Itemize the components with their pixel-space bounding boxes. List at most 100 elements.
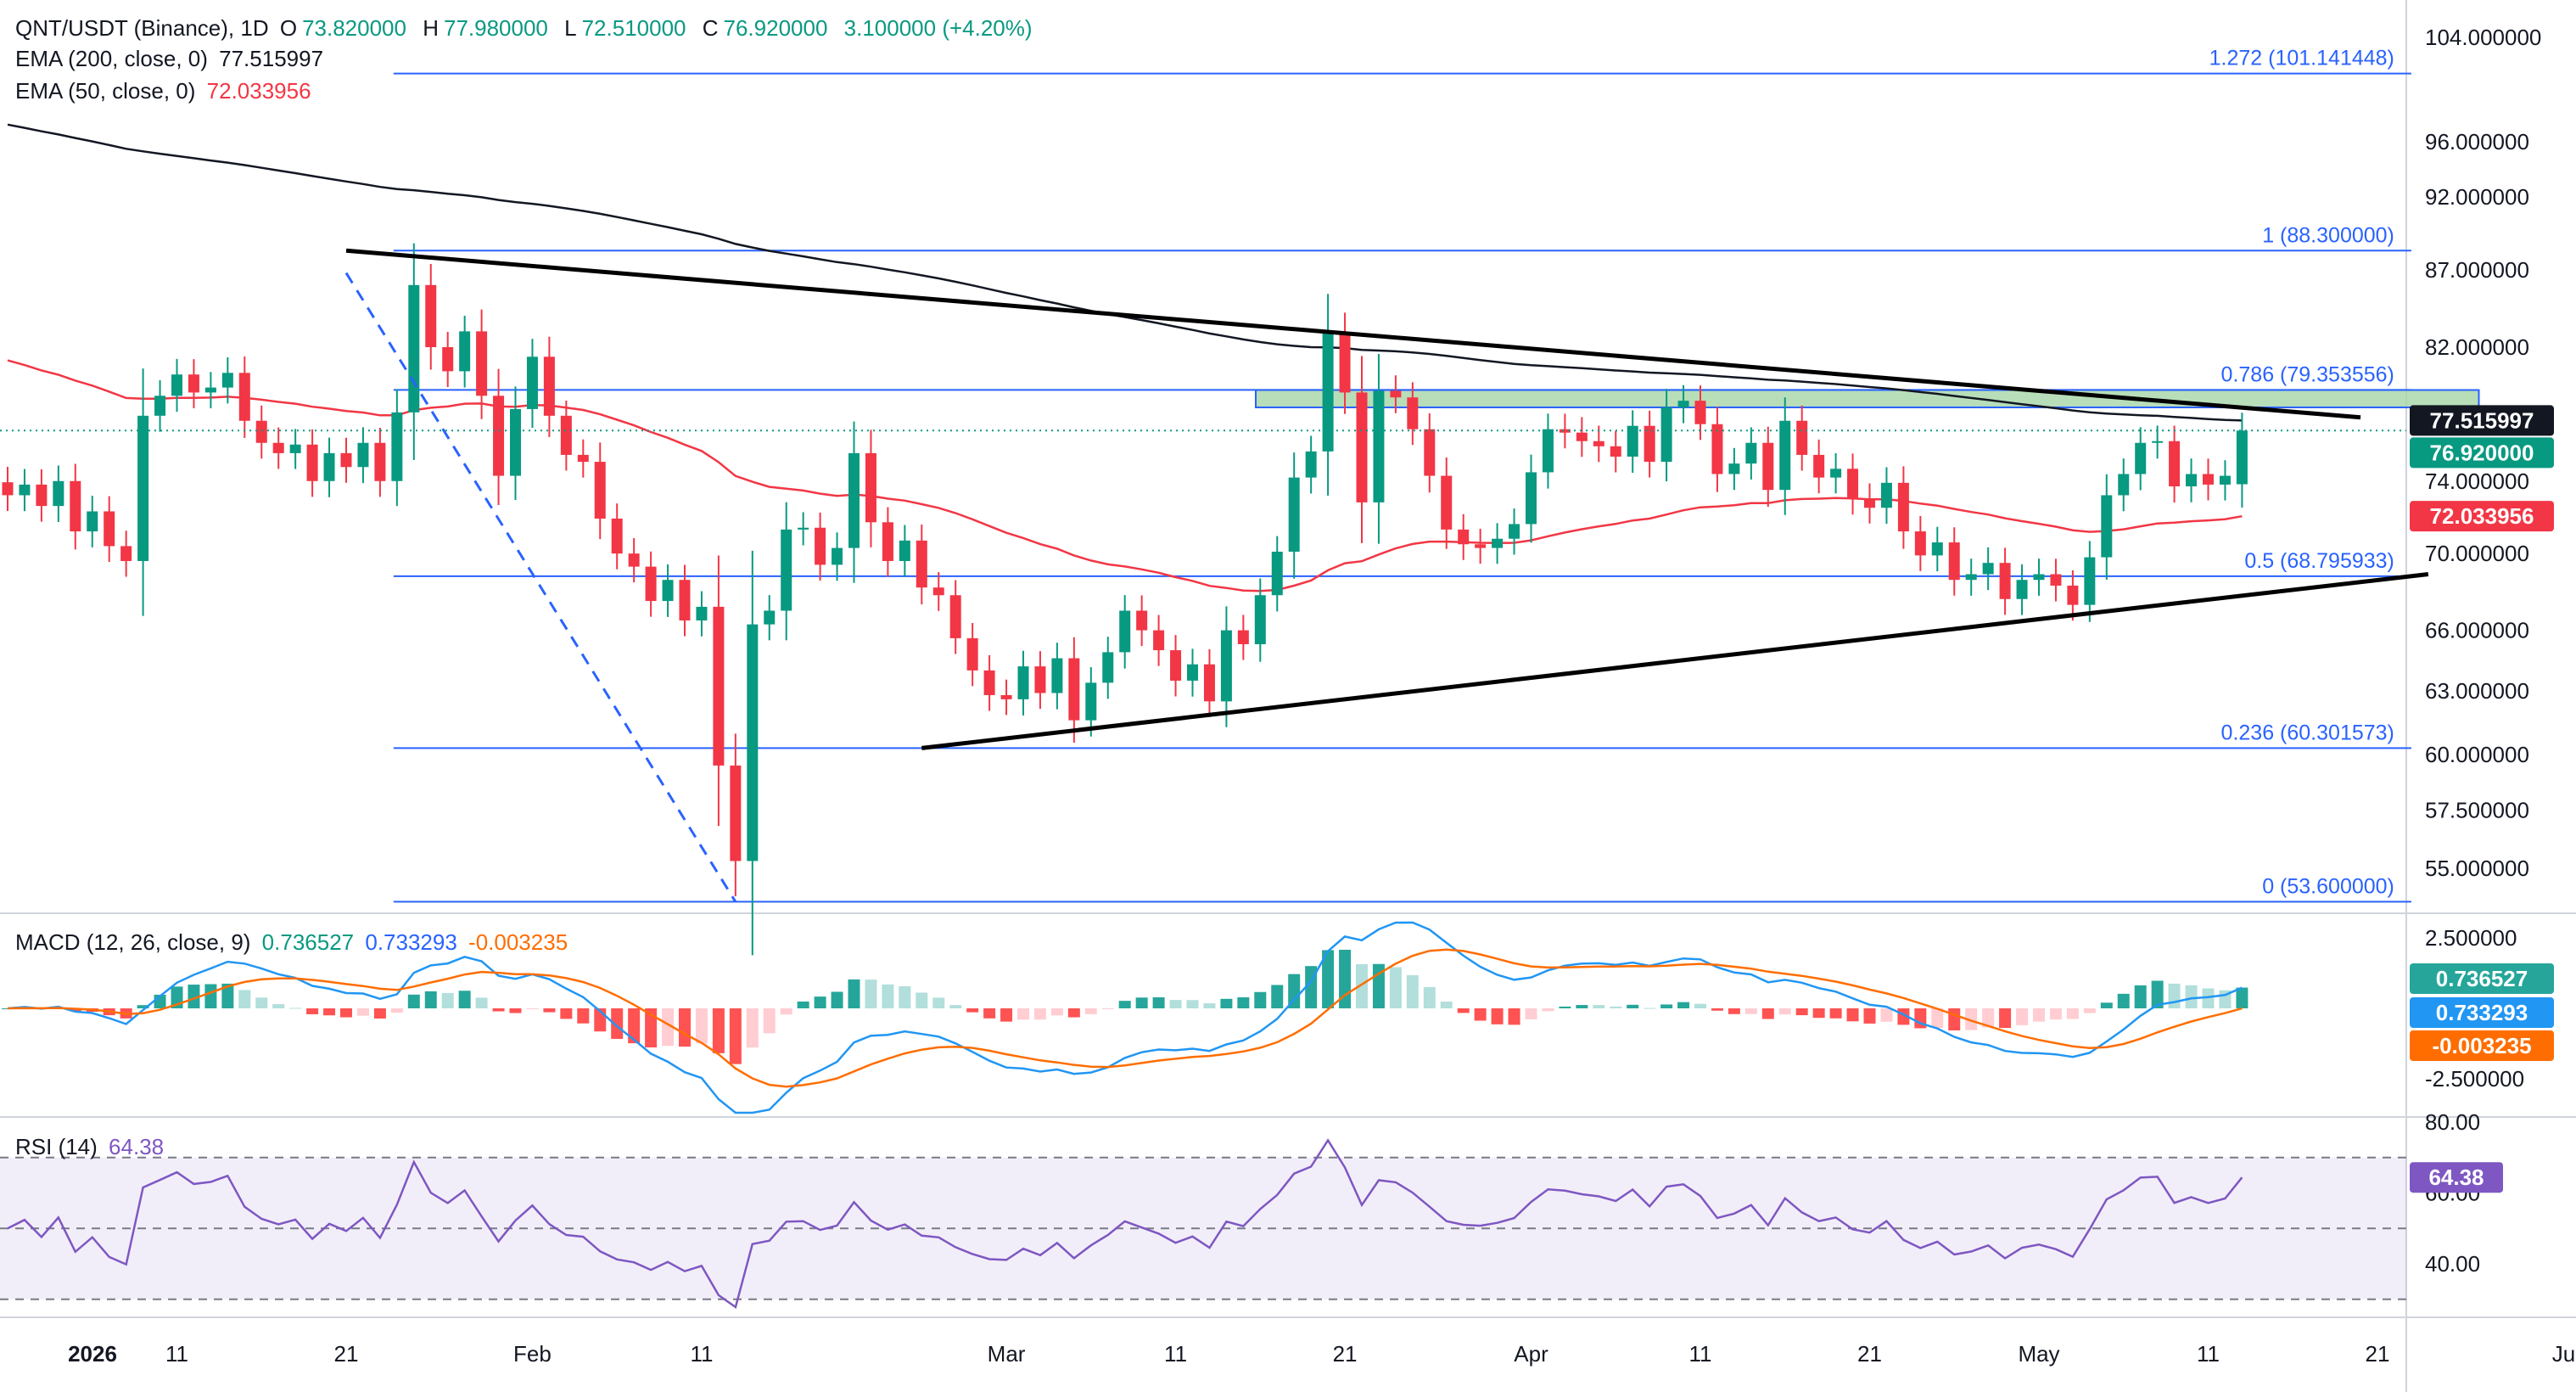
candle-body [2236, 430, 2248, 485]
rsi-legend[interactable]: RSI (14) 64.38 [15, 1134, 169, 1160]
macd-hist-bar [1982, 1008, 1995, 1028]
candle-body [53, 480, 64, 507]
candle-body [1610, 446, 1621, 457]
macd-badge-label: 0.733293 [2436, 1000, 2528, 1025]
candle-body [1897, 482, 1909, 532]
rsi-badge-label: 64.38 [2428, 1165, 2484, 1190]
macd-hist-bar [1457, 1008, 1470, 1013]
macd-hist-bar [1271, 985, 1284, 1008]
macd-badge [2410, 963, 2554, 994]
candle-body [2169, 441, 2181, 487]
rsi-line [7, 1138, 2243, 1310]
macd-hist-value: 0.736527 [261, 929, 355, 955]
candle-body [1931, 542, 1943, 556]
macd-hist-bar [1050, 1008, 1063, 1016]
candle-body [391, 412, 403, 481]
ema200-label: EMA (200, close, 0) [15, 46, 208, 71]
price-tick-label: 63.000000 [2425, 678, 2529, 704]
macd-hist-bar [983, 1008, 996, 1019]
macd-hist-bar [1778, 1008, 1791, 1015]
candle-body [983, 670, 995, 695]
ohlc-high: H 77.980000 [423, 15, 548, 41]
candle-body [1458, 529, 1470, 545]
candle-body [255, 420, 267, 443]
macd-hist-bar [137, 1005, 149, 1008]
macd-hist-bar [662, 1008, 675, 1047]
ema200-line [7, 123, 2243, 422]
macd-hist-bar [1101, 1008, 1114, 1009]
candle-body [1830, 469, 1842, 478]
candle-body [916, 540, 927, 588]
candle-body [1288, 477, 1300, 552]
macd-hist-bar [1711, 1008, 1723, 1011]
candle-body [1813, 454, 1825, 478]
candle-body [104, 511, 115, 547]
macd-hist-bar [1610, 1006, 1622, 1008]
symbol-title: QNT/USDT (Binance), 1D [15, 15, 269, 41]
ema200-legend[interactable]: EMA (200, close, 0) 77.515997 [15, 46, 328, 72]
candle-body [1339, 333, 1351, 393]
macd-hist-bar [1186, 1000, 1199, 1008]
candle-body [1660, 407, 1672, 463]
macd-hist-bar [695, 1008, 708, 1044]
time-tick-label: 11 [690, 1341, 713, 1367]
time-tick-label: 2026 [68, 1341, 117, 1367]
candle-body [1000, 694, 1012, 699]
candle-body [357, 442, 369, 468]
candle-body [1254, 595, 1266, 644]
ema50-legend[interactable]: EMA (50, close, 0) 72.033956 [15, 78, 316, 104]
macd-hist-bar [340, 1008, 352, 1018]
macd-hist-bar [373, 1008, 386, 1019]
candle-body [526, 356, 538, 409]
candle-body [1034, 666, 1046, 693]
macd-histogram [2, 949, 2248, 1064]
price-tick-label: 104.000000 [2425, 25, 2541, 50]
macd-hist-bar [272, 1004, 285, 1008]
candle-body [2186, 474, 2198, 487]
trendline-descending [345, 248, 2361, 420]
candle-body [1745, 442, 1757, 464]
macd-hist-bar [1000, 1008, 1013, 1022]
price-tick-label: 74.000000 [2425, 469, 2529, 494]
macd-hist-bar [1389, 967, 1402, 1008]
macd-hist-bar [577, 1008, 590, 1024]
time-tick-label: 21 [1333, 1341, 1358, 1367]
candle-body [1965, 574, 1977, 581]
macd-hist-bar [356, 1008, 369, 1016]
macd-legend[interactable]: MACD (12, 26, close, 9) 0.736527 0.73329… [15, 929, 573, 956]
macd-hist-bar [407, 994, 420, 1008]
macd-badge-label: 0.736527 [2436, 966, 2528, 991]
macd-hist-bar [458, 991, 471, 1008]
macd-hist-bar [1948, 1008, 1961, 1030]
candle-body [1237, 630, 1249, 644]
macd-hist-bar [1744, 1008, 1757, 1014]
candle-body [137, 415, 149, 561]
candle-body [1593, 441, 1604, 446]
price-badge [2410, 437, 2554, 469]
macd-hist-bar [899, 986, 911, 1008]
macd-hist-bar [1829, 1008, 1842, 1019]
rsi-badge [2410, 1162, 2503, 1193]
candle-body [1119, 610, 1131, 653]
macd-hist-bar [763, 1008, 776, 1034]
macd-hist-bar [2151, 980, 2164, 1008]
macd-hist-bar [1474, 1008, 1487, 1021]
macd-hist-bar [492, 1008, 505, 1012]
macd-hist-bar [780, 1008, 792, 1015]
candle-body [1424, 429, 1436, 476]
time-tick-label: Apr [1514, 1341, 1548, 1367]
macd-hist-bar [1508, 1008, 1520, 1025]
macd-hist-bar [1423, 986, 1436, 1008]
macd-hist-bar [1660, 1004, 1673, 1008]
candle-body [832, 547, 843, 565]
candle-body [1847, 469, 1859, 499]
macd-hist-bar [1288, 974, 1301, 1008]
candle-body [1762, 442, 1774, 491]
macd-hist-bar [221, 983, 234, 1008]
macd-hist-bar [814, 996, 826, 1008]
macd-hist-bar [797, 1001, 809, 1008]
macd-badge [2410, 997, 2554, 1028]
macd-hist-bar [1559, 1006, 1571, 1008]
time-tick-label: 21 [2366, 1341, 2390, 1367]
